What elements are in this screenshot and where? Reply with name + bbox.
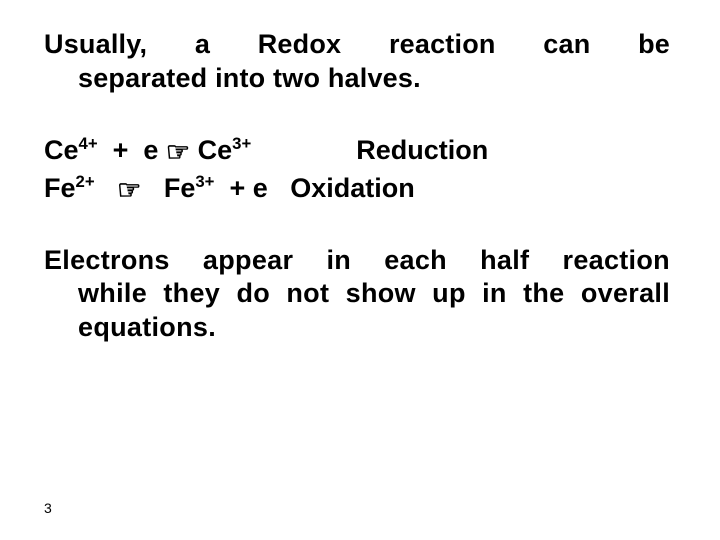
conc-a3: in	[326, 245, 351, 275]
conc-a4: each	[384, 245, 447, 275]
page-number: 3	[44, 500, 52, 516]
eq1-sp1: Ce	[44, 135, 79, 165]
eq2-sup2: 3+	[195, 172, 214, 191]
eq1-label: Reduction	[356, 135, 488, 165]
eq2-sp2: Fe	[164, 173, 196, 203]
eq1-sup1: 4+	[79, 134, 98, 153]
intro-w5: can	[543, 29, 590, 59]
intro-w3: Redox	[258, 29, 342, 59]
conc-a5: half	[480, 245, 529, 275]
arrow-icon: ☞	[117, 170, 141, 205]
conc-line-c: equations.	[44, 311, 670, 345]
intro-w2: a	[195, 29, 210, 59]
conclusion-paragraph: Electrons appear in each half reaction w…	[44, 244, 670, 345]
equation-oxidation: Fe2+ ☞ Fe3+ + e Oxidation	[44, 168, 670, 206]
intro-paragraph: Usually, a Redox reaction can be separat…	[44, 28, 670, 96]
equation-block: Ce4+ + e ☞ Ce3+ Reduction Fe2+ ☞ Fe3+ + …	[44, 130, 670, 206]
intro-w4: reaction	[389, 29, 496, 59]
eq1-sp2: Ce	[190, 135, 232, 165]
intro-line2: separated into two halves.	[44, 62, 670, 96]
eq2-sup1: 2+	[76, 172, 95, 191]
eq1-sup2: 3+	[232, 134, 251, 153]
eq2-label: Oxidation	[290, 173, 415, 203]
eq1-gap	[251, 135, 356, 165]
eq2-gap1	[95, 173, 118, 203]
conc-a6: reaction	[563, 245, 670, 275]
eq2-gap2	[141, 173, 164, 203]
intro-w1: Usually,	[44, 29, 147, 59]
eq2-rest: + e	[214, 173, 290, 203]
arrow-icon: ☞	[166, 132, 190, 167]
conc-a2: appear	[203, 245, 293, 275]
slide: Usually, a Redox reaction can be separat…	[0, 0, 720, 540]
conc-line-b: while they do not show up in the overall	[44, 277, 670, 311]
eq2-sp1: Fe	[44, 173, 76, 203]
intro-w6: be	[638, 29, 670, 59]
conc-a1: Electrons	[44, 245, 170, 275]
